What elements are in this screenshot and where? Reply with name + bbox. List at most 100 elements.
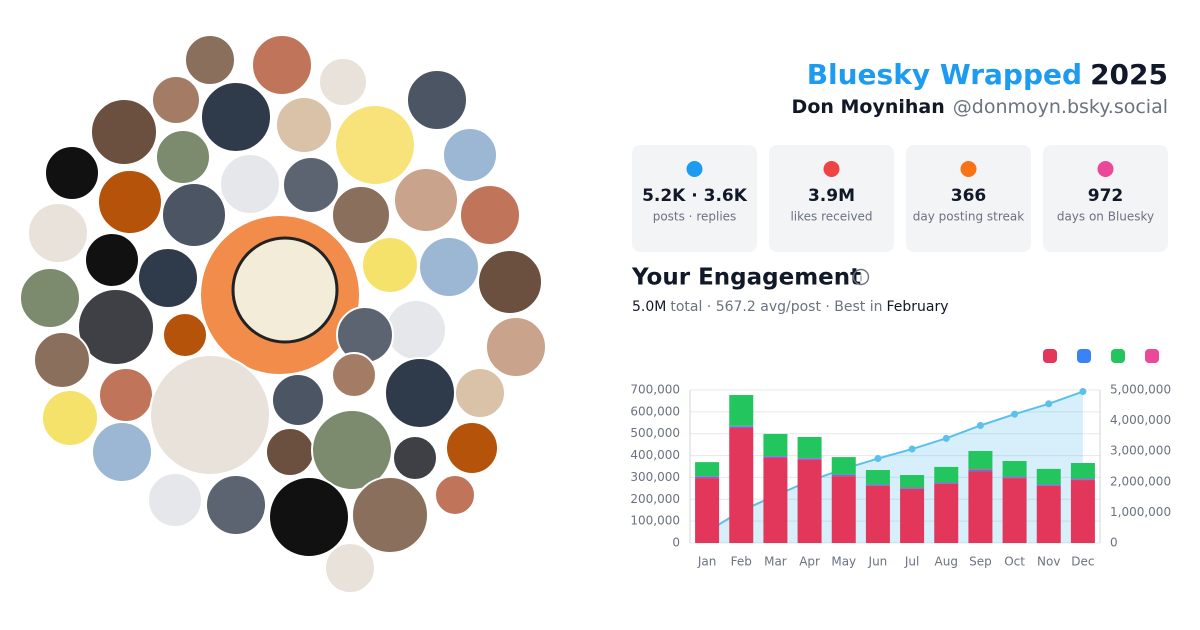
avatar[interactable] bbox=[33, 331, 91, 389]
bar-segment bbox=[729, 425, 754, 427]
avatar[interactable] bbox=[271, 373, 325, 427]
bar-segment bbox=[695, 478, 720, 543]
avatar[interactable] bbox=[219, 153, 281, 215]
bar-segment bbox=[968, 469, 993, 472]
x-tick-label: Jun bbox=[868, 555, 888, 569]
bar-segment bbox=[1070, 480, 1095, 543]
avatar[interactable] bbox=[151, 75, 201, 125]
total: 5.0M bbox=[632, 299, 666, 315]
avatar[interactable] bbox=[200, 81, 272, 153]
avatar[interactable] bbox=[97, 169, 163, 235]
avatar[interactable] bbox=[384, 357, 456, 429]
info-glyph: i bbox=[860, 273, 863, 284]
avatar[interactable] bbox=[147, 472, 203, 528]
avatar[interactable] bbox=[162, 312, 208, 358]
bar-segment bbox=[968, 471, 993, 543]
line-point bbox=[874, 455, 882, 463]
avatar[interactable] bbox=[442, 127, 498, 183]
avatar[interactable] bbox=[27, 202, 89, 264]
x-tick-label: Dec bbox=[1071, 555, 1094, 569]
x-tick-label: Jan bbox=[697, 555, 717, 569]
avatar[interactable] bbox=[137, 247, 199, 309]
line-point bbox=[1011, 410, 1019, 418]
legend-icon[interactable] bbox=[1043, 349, 1057, 363]
bar-segment bbox=[797, 436, 822, 458]
avatar[interactable] bbox=[84, 232, 140, 288]
avatar-face bbox=[231, 236, 339, 344]
avatar[interactable] bbox=[385, 299, 447, 361]
bar-segment bbox=[865, 469, 890, 485]
bar-segment bbox=[865, 485, 890, 486]
avatar[interactable] bbox=[351, 476, 429, 554]
line-point bbox=[1045, 400, 1053, 408]
avatar[interactable] bbox=[19, 267, 81, 329]
y-tick-label: 100,000 bbox=[630, 514, 680, 528]
bar-segment bbox=[797, 459, 822, 543]
avatar[interactable] bbox=[331, 185, 391, 245]
avatar[interactable] bbox=[454, 367, 506, 419]
avatar[interactable] bbox=[311, 409, 393, 491]
engagement-title: Your Engagement bbox=[631, 265, 861, 291]
avatar[interactable] bbox=[418, 236, 480, 298]
title: Bluesky Wrapped bbox=[807, 58, 1082, 91]
header-user: Don Moynihan @donmoyn.bsky.social bbox=[792, 96, 1168, 118]
line-point bbox=[908, 445, 916, 453]
avatar[interactable] bbox=[205, 474, 267, 536]
stat-value: 366 bbox=[951, 186, 987, 206]
avatar[interactable] bbox=[155, 129, 211, 185]
avatar[interactable] bbox=[434, 474, 476, 516]
avatar[interactable] bbox=[41, 389, 99, 447]
avatar[interactable] bbox=[406, 69, 468, 131]
avatar[interactable] bbox=[161, 182, 227, 248]
avatar[interactable] bbox=[282, 156, 340, 214]
bar-segment bbox=[1002, 461, 1027, 477]
bar-segment bbox=[695, 462, 720, 477]
legend-icon[interactable] bbox=[1145, 349, 1159, 363]
bar-segment bbox=[900, 489, 925, 543]
bar-segment bbox=[934, 483, 959, 484]
avatar[interactable] bbox=[324, 542, 376, 594]
avatar[interactable] bbox=[251, 34, 313, 96]
bar-segment bbox=[865, 485, 890, 543]
legend-icon[interactable] bbox=[1077, 349, 1091, 363]
avatar[interactable] bbox=[77, 288, 155, 366]
y-tick-label: 0 bbox=[672, 536, 680, 550]
avatar[interactable] bbox=[149, 354, 271, 476]
avatar-collage bbox=[19, 34, 547, 594]
bar-segment bbox=[695, 476, 720, 479]
avatar[interactable] bbox=[485, 316, 547, 378]
avatar[interactable] bbox=[265, 427, 315, 477]
bar-segment bbox=[865, 484, 890, 486]
avatar[interactable] bbox=[445, 421, 499, 475]
avatar[interactable] bbox=[318, 57, 368, 107]
info-icon[interactable] bbox=[852, 268, 870, 286]
x-tick-label: Aug bbox=[935, 555, 958, 569]
avatar[interactable] bbox=[91, 421, 153, 483]
stat-icon bbox=[823, 161, 840, 177]
avatar[interactable] bbox=[334, 104, 416, 186]
avatar[interactable] bbox=[275, 96, 333, 154]
avatar[interactable] bbox=[392, 435, 438, 481]
avatar[interactable] bbox=[44, 145, 100, 201]
bar-segment bbox=[831, 457, 856, 475]
avatar[interactable] bbox=[361, 236, 419, 294]
avatar[interactable] bbox=[98, 367, 154, 423]
y-tick-label: 500,000 bbox=[630, 426, 680, 440]
stat-card bbox=[769, 145, 894, 252]
legend-icon[interactable] bbox=[1111, 349, 1125, 363]
x-tick-label: Oct bbox=[1004, 555, 1025, 569]
avatar[interactable] bbox=[331, 352, 377, 398]
avatar[interactable] bbox=[459, 184, 521, 246]
avatar[interactable] bbox=[90, 98, 158, 166]
avatar[interactable] bbox=[477, 249, 543, 315]
avatar[interactable] bbox=[268, 476, 350, 558]
avatar[interactable] bbox=[184, 34, 236, 86]
x-tick-label: Mar bbox=[764, 555, 787, 569]
stat-icon bbox=[686, 161, 703, 177]
avatar[interactable] bbox=[393, 167, 459, 233]
bar-segment bbox=[831, 475, 856, 477]
bar-segment bbox=[1070, 479, 1095, 481]
stat-icon bbox=[960, 161, 977, 177]
stat-value: 5.2K · 3.6K bbox=[642, 186, 748, 206]
